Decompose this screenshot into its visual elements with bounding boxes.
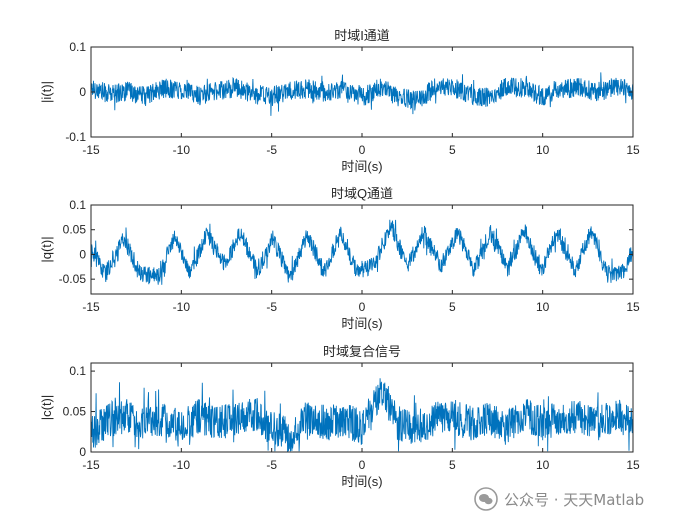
x-tick-label: -5	[266, 143, 277, 157]
x-tick-label: -15	[82, 300, 100, 314]
x-tick-label: -10	[173, 143, 191, 157]
watermark: 公众号 · 天天Matlab	[474, 486, 644, 512]
x-tick-label: 0	[359, 458, 366, 472]
y-tick-label: 0.1	[69, 364, 86, 378]
chart-title: 时域复合信号	[323, 344, 401, 359]
watermark-text: 公众号 · 天天Matlab	[504, 490, 645, 509]
x-tick-label: 15	[626, 143, 640, 157]
x-tick-label: 10	[536, 458, 550, 472]
x-tick-label: 5	[449, 458, 456, 472]
chart-title: 时域I通道	[334, 28, 390, 43]
y-tick-label: -0.05	[59, 272, 87, 286]
x-tick-label: 5	[449, 300, 456, 314]
y-axis-label: |q(t)|	[39, 236, 54, 262]
x-tick-label: 10	[536, 143, 550, 157]
x-tick-label: 15	[626, 300, 640, 314]
y-tick-label: 0	[79, 247, 86, 261]
x-axis-label: 时间(s)	[341, 474, 382, 489]
y-tick-label: 0.1	[69, 198, 86, 212]
y-axis-label: |i(t)|	[39, 81, 54, 103]
y-tick-label: 0	[79, 85, 86, 99]
y-axis-label: |c(t)|	[39, 395, 54, 421]
series-line	[91, 72, 633, 116]
x-tick-label: 0	[359, 143, 366, 157]
wechat-icon	[474, 487, 498, 511]
series-line	[91, 378, 633, 452]
y-tick-label: 0	[79, 445, 86, 459]
x-tick-label: 5	[449, 143, 456, 157]
x-tick-label: 10	[536, 300, 550, 314]
x-axis-label: 时间(s)	[341, 316, 382, 331]
x-tick-label: -5	[266, 458, 277, 472]
x-tick-label: -15	[82, 458, 100, 472]
y-tick-label: -0.1	[65, 130, 86, 144]
x-tick-label: -5	[266, 300, 277, 314]
x-tick-label: -10	[173, 458, 191, 472]
x-tick-label: 15	[626, 458, 640, 472]
y-tick-label: 0.1	[69, 40, 86, 54]
x-tick-label: 0	[359, 300, 366, 314]
y-tick-label: 0.05	[63, 405, 87, 419]
x-axis-label: 时间(s)	[341, 159, 382, 174]
x-tick-label: -15	[82, 143, 100, 157]
x-tick-label: -10	[173, 300, 191, 314]
series-line	[91, 219, 633, 285]
chart-title: 时域Q通道	[331, 186, 393, 201]
y-tick-label: 0.05	[63, 223, 87, 237]
